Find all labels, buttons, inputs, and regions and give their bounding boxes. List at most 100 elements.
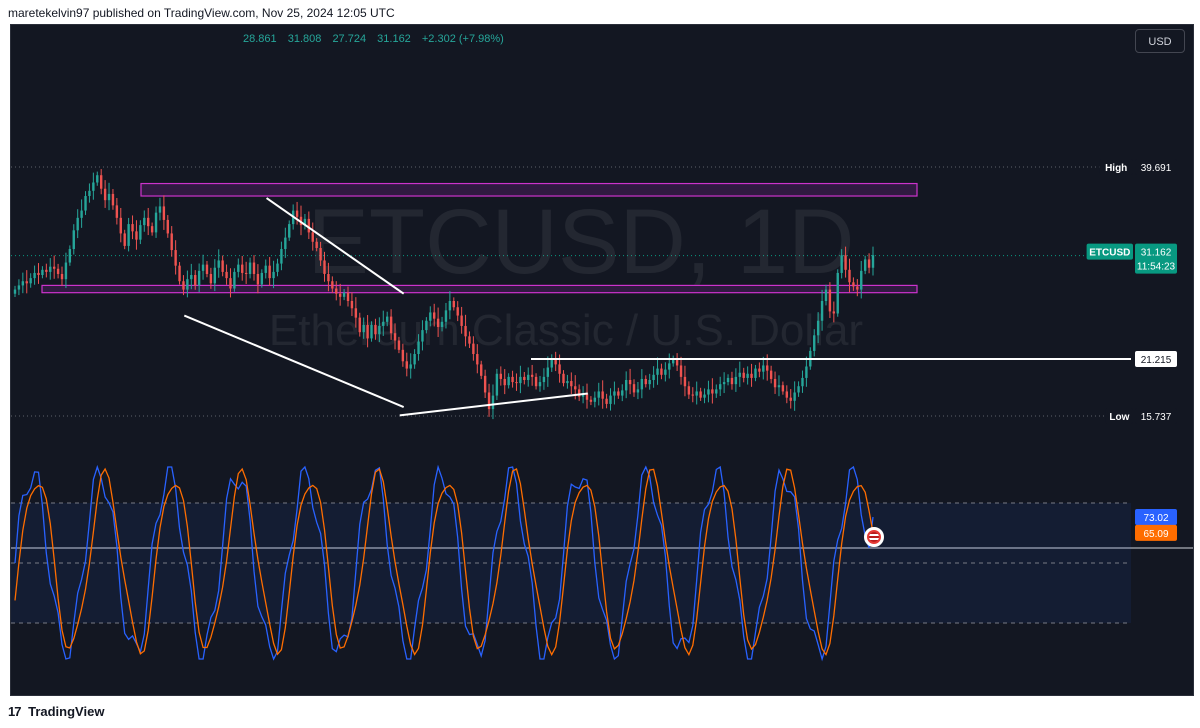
candle-body — [464, 325, 467, 337]
candle-body — [213, 267, 217, 284]
grid-layer — [11, 166, 1193, 549]
candle-body — [170, 233, 173, 251]
candle-body — [221, 260, 224, 272]
stoch-k-value: 73.02 — [1143, 513, 1168, 524]
candle-body — [276, 263, 279, 272]
candle-body — [805, 366, 808, 378]
candle-body — [632, 384, 636, 393]
candle-body — [480, 364, 483, 376]
stoch-k-line — [14, 464, 874, 662]
candle-body — [139, 225, 142, 240]
candle-body — [472, 343, 475, 355]
candle-body — [260, 272, 264, 285]
candle-body — [17, 285, 21, 290]
candle-body — [284, 237, 287, 250]
candle-body — [546, 367, 550, 377]
candle-body — [143, 217, 146, 226]
candle-body — [127, 224, 130, 246]
chart-frame[interactable]: ETCUSD, 1D Ethereum Classic / U.S. Dolla… — [10, 24, 1194, 696]
candle-body — [491, 395, 495, 410]
candle-body — [675, 359, 679, 366]
candle-body — [499, 373, 503, 379]
candle-body — [456, 307, 459, 316]
candle-body — [358, 317, 361, 333]
candle-body — [648, 380, 651, 385]
candle-body — [609, 395, 612, 404]
candle-body — [848, 269, 851, 283]
candle-body — [476, 354, 479, 365]
last-price-label: ETCUSD 31.162 11:54:23 — [1086, 243, 1177, 274]
candle-body — [820, 301, 824, 321]
candle-body — [801, 377, 804, 387]
high-label-value: 39.691 — [1141, 163, 1172, 174]
stoch-k-tag: 73.02 — [1135, 508, 1177, 525]
candle-body — [217, 260, 220, 268]
candle-body — [554, 359, 557, 365]
tradingview-logo[interactable]: 17 TradingView — [8, 704, 104, 719]
candle-body — [683, 376, 687, 387]
candle-body — [781, 385, 785, 392]
candle-body — [425, 320, 428, 331]
candle-body — [264, 265, 267, 273]
ohlc-close: 31.162 — [377, 33, 411, 45]
trendline — [183, 314, 405, 408]
candle-body — [593, 397, 597, 402]
candle-body — [385, 316, 389, 322]
candle-body — [691, 394, 694, 396]
candle-body — [742, 372, 745, 378]
candle-body — [574, 386, 577, 390]
candle-body — [679, 365, 683, 377]
candle-body — [248, 262, 252, 274]
currency-button[interactable]: USD — [1135, 29, 1185, 53]
candle-body — [194, 275, 197, 286]
candle-body — [186, 279, 189, 290]
attribution-text: maretekelvin97 published on TradingView.… — [8, 6, 395, 20]
candle-body — [652, 374, 655, 381]
candle-body — [738, 372, 741, 377]
candle-body — [527, 374, 530, 381]
candle-body — [25, 281, 28, 284]
candle-body — [581, 393, 585, 397]
us-flag-icon[interactable] — [864, 527, 884, 547]
candle-body — [209, 273, 213, 284]
high-label-value-box — [1135, 159, 1177, 175]
candle-body — [711, 389, 714, 394]
candle-body — [699, 391, 702, 398]
candle-body — [64, 262, 68, 280]
candle-body — [158, 206, 162, 213]
candle-body — [370, 324, 373, 339]
candle-body — [671, 359, 675, 364]
stoch-d-line — [14, 467, 874, 657]
candle-body — [460, 315, 463, 326]
candle-body — [440, 321, 444, 327]
candle-body — [722, 382, 726, 385]
candle-body — [319, 247, 322, 261]
candle-body — [268, 265, 271, 279]
candle-body — [389, 316, 393, 334]
candle-body — [37, 272, 40, 276]
candle-body — [734, 376, 738, 385]
candle-body — [836, 272, 839, 314]
candle-body — [624, 380, 628, 391]
candle-body — [840, 255, 843, 273]
candle-body — [288, 224, 291, 238]
low-label-tag — [1105, 408, 1133, 424]
candle-body — [813, 335, 816, 351]
low-label-tag-text: Low — [1109, 412, 1129, 423]
candle-body — [589, 399, 593, 402]
stoch-d-tag-box — [1135, 524, 1177, 541]
last-price-label-value-box — [1135, 243, 1177, 274]
candle-body — [182, 281, 185, 290]
high-label: High 39.691 — [1099, 159, 1177, 175]
candle-body — [856, 286, 859, 290]
candle-body — [507, 376, 510, 386]
candle-body — [417, 341, 420, 355]
candle-body — [444, 310, 448, 322]
candle-body — [640, 378, 644, 390]
candle-body — [644, 378, 647, 385]
candle-body — [178, 265, 181, 282]
candle-body — [111, 193, 115, 206]
candle-body — [621, 390, 624, 396]
chart-svg[interactable]: ETCUSD, 1D Ethereum Classic / U.S. Dolla… — [11, 25, 1193, 695]
trendline — [399, 392, 588, 417]
